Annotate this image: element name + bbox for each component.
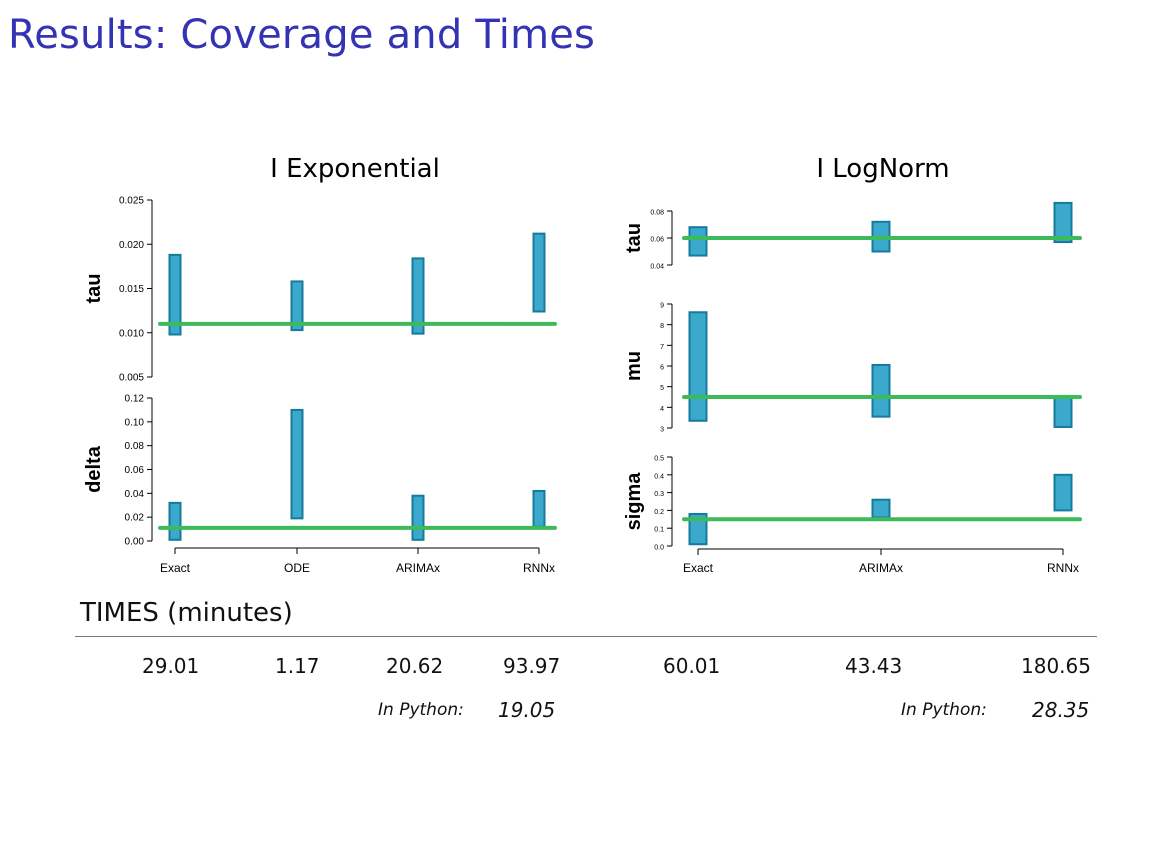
y-tick-label: 0.08	[650, 210, 664, 217]
time-lognorm-rnnx: 180.65	[1021, 654, 1091, 678]
interval-bar-exp-tau-ode	[290, 280, 304, 332]
times-title: TIMES (minutes)	[80, 598, 293, 628]
y-axis-label-lognorm-mu: mu	[623, 351, 645, 381]
python-label-lognorm: In Python:	[901, 700, 987, 720]
interval-bar-lognorm-sigma-exact	[688, 512, 708, 546]
y-tick-label: 7	[660, 344, 664, 351]
interval-bar-lognorm-sigma-rnnx	[1053, 473, 1073, 512]
y-tick-label: 8	[660, 323, 664, 330]
y-tick-label: 4	[660, 406, 664, 413]
y-tick-label: 0.005	[119, 373, 144, 384]
y-tick-label: 0.5	[654, 456, 664, 463]
y-tick-label: 0.3	[654, 491, 664, 498]
y-tick-label: 9	[660, 303, 664, 310]
python-time-lognorm: 28.35	[1032, 698, 1090, 722]
x-tick-label-rnnx: RNNx	[1047, 561, 1079, 575]
y-tick-label: 0.2	[654, 509, 664, 516]
chart-title-exp: I Exponential	[270, 154, 440, 184]
interval-bar-exp-delta-exact	[168, 501, 182, 541]
y-tick-label: 5	[660, 385, 664, 392]
coverage-charts: I Exponential0.0050.0100.0150.0200.025ta…	[83, 154, 1082, 575]
y-tick-label: 0.015	[119, 284, 144, 295]
interval-bar-exp-tau-exact	[168, 253, 182, 336]
interval-bar-exp-delta-rnnx	[532, 489, 546, 528]
y-tick-label: 0.12	[125, 394, 145, 405]
x-tick-label-arimax: ARIMAx	[396, 561, 440, 575]
chart-title-lognorm: I LogNorm	[816, 154, 949, 184]
interval-bar-lognorm-sigma-arimax	[871, 498, 891, 519]
time-lognorm-arimax: 43.43	[845, 654, 903, 678]
y-tick-label: 6	[660, 365, 664, 372]
interval-bar-lognorm-mu-rnnx	[1053, 394, 1073, 428]
interval-bar-exp-tau-rnnx	[532, 232, 546, 313]
slide-title: Results: Coverage and Times	[8, 12, 596, 58]
y-tick-label: 0.025	[119, 196, 144, 207]
y-axis-label-exp-tau: tau	[83, 274, 105, 304]
times-divider	[75, 636, 1097, 637]
y-tick-label: 0.1	[654, 527, 664, 534]
python-label-exp: In Python:	[378, 700, 464, 720]
time-lognorm-exact: 60.01	[663, 654, 721, 678]
y-tick-label: 0.0	[654, 545, 664, 552]
x-tick-label-exact: Exact	[683, 561, 714, 575]
interval-bar-lognorm-mu-arimax	[871, 363, 891, 418]
y-tick-label: 0.010	[119, 328, 144, 339]
y-tick-label: 0.06	[650, 237, 664, 244]
interval-bar-lognorm-tau-rnnx	[1053, 201, 1073, 244]
y-axis-label-lognorm-tau: tau	[623, 223, 645, 253]
y-tick-label: 0.02	[125, 513, 145, 524]
interval-bar-exp-tau-arimax	[411, 257, 425, 335]
y-tick-label: 0.06	[125, 465, 145, 476]
y-axis-label-exp-delta: delta	[83, 445, 105, 493]
y-tick-label: 0.04	[650, 264, 664, 271]
y-tick-label: 3	[660, 427, 664, 434]
y-tick-label: 0.04	[125, 489, 145, 500]
y-tick-label: 0.00	[125, 537, 145, 548]
y-tick-label: 0.08	[125, 441, 145, 452]
y-tick-label: 0.10	[125, 417, 145, 428]
time-exp-arimax: 20.62	[386, 654, 444, 678]
interval-bar-lognorm-mu-exact	[688, 311, 708, 422]
interval-bar-exp-delta-arimax	[411, 494, 425, 541]
time-exp-ode: 1.17	[275, 654, 320, 678]
interval-bar-exp-delta-ode	[290, 408, 304, 520]
time-exp-rnnx: 93.97	[503, 654, 561, 678]
y-tick-label: 0.4	[654, 473, 664, 480]
time-exp-exact: 29.01	[142, 654, 200, 678]
y-axis-label-lognorm-sigma: sigma	[623, 472, 645, 531]
x-tick-label-arimax: ARIMAx	[859, 561, 903, 575]
y-tick-label: 0.020	[119, 240, 144, 251]
x-tick-label-rnnx: RNNx	[523, 561, 555, 575]
interval-bar-lognorm-tau-exact	[688, 226, 708, 257]
x-tick-label-ode: ODE	[284, 561, 310, 575]
x-tick-label-exact: Exact	[160, 561, 191, 575]
python-time-exp: 19.05	[498, 698, 556, 722]
